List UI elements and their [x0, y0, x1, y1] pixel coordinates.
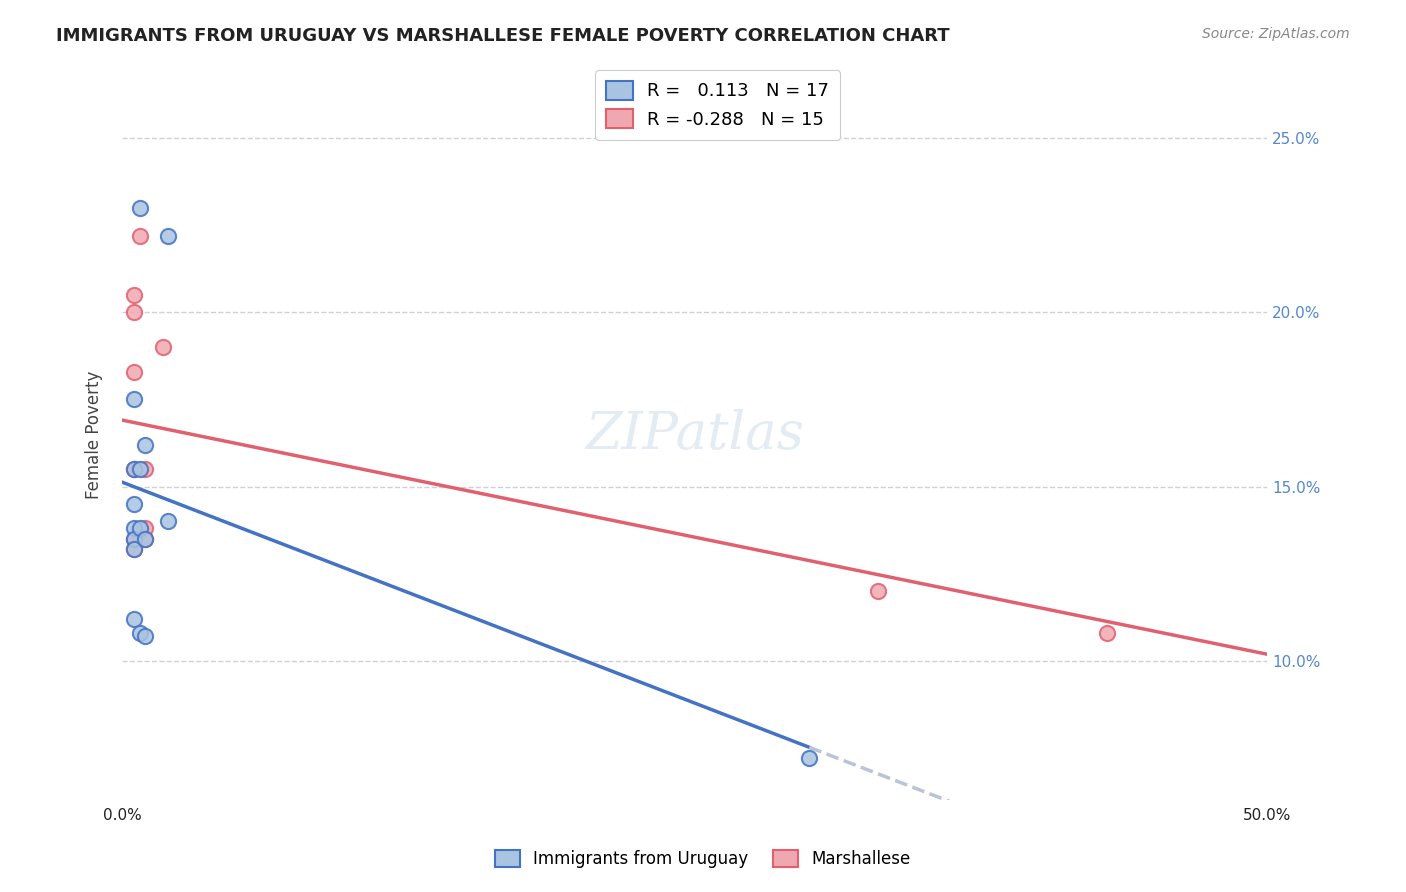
Point [1371, 601, 1393, 615]
Point [122, 532, 145, 546]
Y-axis label: Female Poverty: Female Poverty [86, 370, 103, 499]
Point [129, 462, 152, 476]
Point [156, 228, 179, 243]
Point [122, 365, 145, 379]
Point [122, 288, 145, 302]
Point [122, 532, 145, 546]
Text: ZIPatlas: ZIPatlas [585, 409, 804, 460]
Point [122, 542, 145, 557]
Point [156, 515, 179, 529]
Text: Source: ZipAtlas.com: Source: ZipAtlas.com [1202, 27, 1350, 41]
Point [866, 584, 889, 599]
Point [152, 340, 174, 354]
Point [129, 201, 152, 215]
Point [134, 521, 156, 535]
Point [122, 305, 145, 319]
Point [129, 228, 152, 243]
Point [122, 462, 145, 476]
Point [134, 438, 156, 452]
Legend: R =   0.113   N = 17, R = -0.288   N = 15: R = 0.113 N = 17, R = -0.288 N = 15 [595, 70, 841, 140]
Point [122, 392, 145, 407]
Point [1095, 626, 1118, 640]
Point [134, 629, 156, 643]
Point [122, 462, 145, 476]
Point [129, 626, 152, 640]
Point [122, 612, 145, 626]
Point [122, 497, 145, 511]
Point [134, 532, 156, 546]
Text: IMMIGRANTS FROM URUGUAY VS MARSHALLESE FEMALE POVERTY CORRELATION CHART: IMMIGRANTS FROM URUGUAY VS MARSHALLESE F… [56, 27, 950, 45]
Point [134, 462, 156, 476]
Point [134, 532, 156, 546]
Point [122, 521, 145, 535]
Legend: Immigrants from Uruguay, Marshallese: Immigrants from Uruguay, Marshallese [488, 843, 918, 875]
Point [799, 751, 821, 765]
Point [129, 521, 152, 535]
Point [122, 542, 145, 557]
